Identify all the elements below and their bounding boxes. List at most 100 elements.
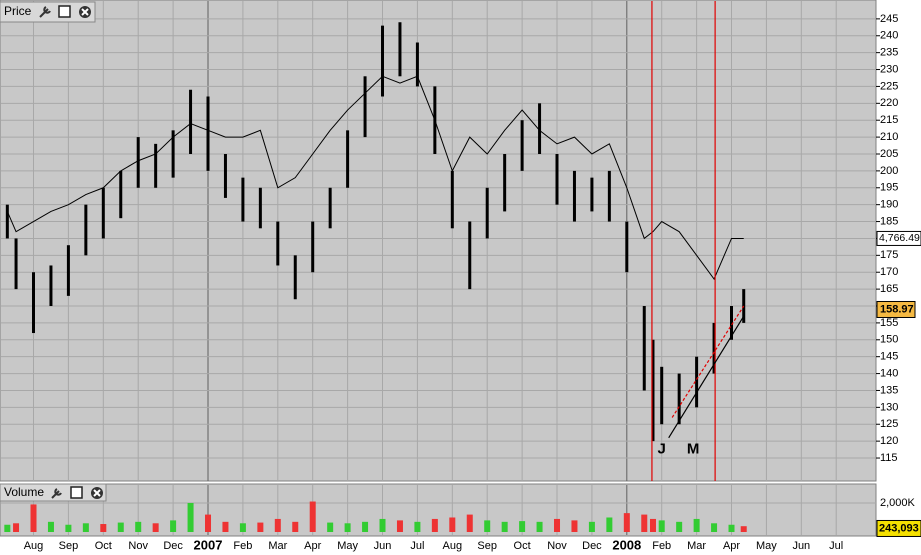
volume-header: Volume bbox=[0, 483, 107, 502]
volume-bar bbox=[554, 518, 561, 532]
price-header: Price bbox=[0, 1, 96, 23]
y-tick-label: 245 bbox=[880, 13, 898, 25]
volume-bar bbox=[4, 524, 11, 532]
y-tick-label: 235 bbox=[880, 47, 898, 59]
volume-bar bbox=[519, 521, 526, 532]
volume-bar bbox=[693, 518, 700, 532]
volume-bar bbox=[658, 520, 665, 532]
x-tick-label: Apr bbox=[304, 540, 321, 552]
y-tick-label: 200 bbox=[880, 165, 898, 177]
volume-bar bbox=[205, 514, 212, 532]
volume-bar bbox=[414, 521, 421, 532]
y-tick-label: 230 bbox=[880, 63, 898, 75]
volume-bar bbox=[711, 523, 718, 532]
volume-bar bbox=[728, 524, 735, 532]
x-tick-label: Jul bbox=[829, 540, 843, 552]
x-tick-label: Jul bbox=[410, 540, 424, 552]
volume-bar bbox=[13, 523, 20, 532]
volume-bar bbox=[379, 518, 386, 532]
y-tick-label: 210 bbox=[880, 131, 898, 143]
last-volume-label: 243,093 bbox=[879, 522, 919, 534]
annotation: J bbox=[658, 441, 666, 458]
y-tick-label: 135 bbox=[880, 384, 898, 396]
y-tick-label: 215 bbox=[880, 114, 898, 126]
settings-icon[interactable] bbox=[39, 6, 51, 18]
x-tick-label: Aug bbox=[24, 540, 44, 552]
panel-title: Price bbox=[4, 4, 32, 18]
y-tick-label: 190 bbox=[880, 199, 898, 211]
y-tick-label: 155 bbox=[880, 317, 898, 329]
volume-bar bbox=[571, 520, 578, 532]
maximize-icon[interactable] bbox=[70, 486, 83, 499]
volume-bar bbox=[222, 521, 229, 532]
y-tick-label: 125 bbox=[880, 418, 898, 430]
y-tick-label: 220 bbox=[880, 97, 898, 109]
volume-bar bbox=[623, 513, 630, 532]
x-tick-label: Dec bbox=[582, 540, 602, 552]
volume-bar bbox=[30, 504, 37, 532]
volume-bar bbox=[536, 521, 543, 532]
y-tick-label: 170 bbox=[880, 266, 898, 278]
trendline bbox=[668, 315, 745, 439]
last-price-box bbox=[876, 300, 916, 318]
volume-bar bbox=[484, 520, 491, 532]
volume-bar bbox=[187, 502, 194, 532]
volume-bar bbox=[344, 523, 351, 532]
volume-bar bbox=[649, 518, 656, 532]
x-tick-label: Oct bbox=[514, 540, 531, 552]
x-tick-label: Sep bbox=[59, 540, 79, 552]
volume-bar bbox=[362, 521, 369, 532]
x-tick-label: Mar bbox=[687, 540, 706, 552]
volume-bar bbox=[82, 523, 89, 532]
maximize-icon[interactable] bbox=[58, 5, 71, 18]
volume-bar bbox=[740, 526, 747, 532]
volume-bar bbox=[501, 521, 508, 532]
trendline bbox=[671, 305, 745, 418]
x-tick-label: 2008 bbox=[612, 537, 641, 552]
x-tick-label: Aug bbox=[443, 540, 463, 552]
volume-bar bbox=[274, 518, 281, 532]
volume-bar bbox=[641, 514, 648, 532]
x-tick-label: Apr bbox=[723, 540, 740, 552]
volume-bar bbox=[47, 521, 54, 532]
y-tick-label: 140 bbox=[880, 367, 898, 379]
y-tick-label: 130 bbox=[880, 401, 898, 413]
volume-bar bbox=[152, 523, 159, 532]
x-tick-label: May bbox=[756, 540, 777, 552]
volume-bar bbox=[588, 521, 595, 532]
last-price-label: 158.97 bbox=[880, 303, 914, 315]
y-tick-label: 175 bbox=[880, 249, 898, 261]
grid bbox=[1, 1, 876, 535]
y-tick-label: 240 bbox=[880, 30, 898, 42]
x-tick-label: Dec bbox=[163, 540, 183, 552]
volume-bar bbox=[239, 523, 246, 532]
volume-bar bbox=[117, 522, 124, 532]
close-x bbox=[93, 489, 101, 497]
settings-icon[interactable] bbox=[51, 488, 62, 499]
x-tick-label: Sep bbox=[477, 540, 497, 552]
volume-bar bbox=[449, 517, 456, 532]
volume-bar bbox=[100, 524, 107, 532]
y-tick-label: 145 bbox=[880, 351, 898, 363]
x-tick-label: Mar bbox=[268, 540, 287, 552]
volume-bar bbox=[396, 520, 403, 532]
last-value-label: 4,766.49 bbox=[879, 232, 920, 244]
y-tick-label: 115 bbox=[880, 452, 898, 464]
x-tick-label: Oct bbox=[95, 540, 112, 552]
volume-bar bbox=[327, 522, 334, 532]
x-tick-label: Nov bbox=[128, 540, 148, 552]
volume-bar bbox=[606, 517, 613, 532]
marks bbox=[4, 1, 747, 532]
volume-bar bbox=[431, 518, 438, 532]
volume-bar bbox=[135, 521, 142, 532]
volume-bar bbox=[466, 514, 473, 532]
x-tick-label: 2007 bbox=[194, 537, 223, 552]
y-tick-label: 2,000K bbox=[880, 497, 916, 509]
x-tick-label: Nov bbox=[547, 540, 567, 552]
last-volume-box bbox=[876, 519, 921, 537]
close-x bbox=[81, 8, 89, 16]
volume-bar bbox=[309, 501, 316, 532]
x-tick-label: Jun bbox=[374, 540, 392, 552]
